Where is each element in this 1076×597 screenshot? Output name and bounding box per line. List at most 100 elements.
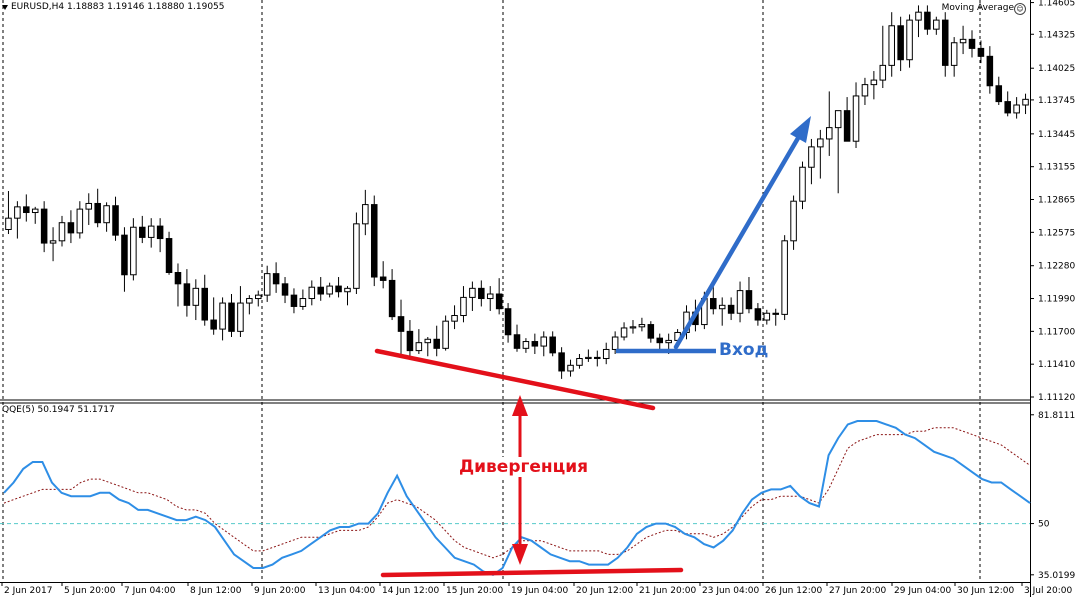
candle[interactable] bbox=[843, 97, 851, 142]
candle[interactable] bbox=[924, 5, 931, 35]
candle[interactable] bbox=[745, 277, 753, 314]
moving-average-label[interactable]: Moving Average bbox=[941, 3, 1014, 13]
candle[interactable] bbox=[906, 14, 913, 68]
candle[interactable] bbox=[790, 195, 797, 250]
candle[interactable] bbox=[406, 320, 414, 360]
candle[interactable] bbox=[772, 308, 779, 326]
candle[interactable] bbox=[442, 315, 449, 351]
candle[interactable] bbox=[888, 12, 895, 77]
candle[interactable] bbox=[5, 191, 12, 235]
candle[interactable] bbox=[451, 305, 458, 330]
candle[interactable] bbox=[495, 278, 503, 315]
candle[interactable] bbox=[326, 282, 333, 298]
candle[interactable] bbox=[388, 269, 396, 321]
candle[interactable] bbox=[736, 281, 744, 323]
candle[interactable] bbox=[825, 91, 833, 156]
candle[interactable] bbox=[754, 303, 762, 326]
candle[interactable] bbox=[817, 129, 824, 179]
candle[interactable] bbox=[353, 212, 360, 295]
candle[interactable] bbox=[23, 194, 30, 222]
candle[interactable] bbox=[281, 277, 289, 304]
candle[interactable] bbox=[40, 201, 48, 253]
candle[interactable] bbox=[272, 262, 280, 293]
candle[interactable] bbox=[139, 215, 146, 244]
candle[interactable] bbox=[290, 288, 298, 314]
smile-icon[interactable]: ☺ bbox=[1014, 3, 1026, 15]
candle[interactable] bbox=[263, 265, 271, 302]
candle[interactable] bbox=[638, 317, 646, 332]
candle[interactable] bbox=[14, 201, 21, 239]
candle[interactable] bbox=[799, 161, 806, 210]
candle[interactable] bbox=[941, 12, 949, 77]
candle[interactable] bbox=[834, 110, 842, 194]
candle[interactable] bbox=[49, 227, 57, 262]
candle[interactable] bbox=[727, 297, 735, 321]
candle[interactable] bbox=[977, 40, 985, 64]
candle[interactable] bbox=[183, 269, 191, 317]
candle[interactable] bbox=[433, 325, 440, 357]
candle[interactable] bbox=[299, 289, 307, 310]
candle[interactable] bbox=[370, 195, 378, 287]
candle[interactable] bbox=[130, 218, 137, 281]
candle[interactable] bbox=[656, 333, 664, 352]
candle[interactable] bbox=[1022, 93, 1029, 115]
candle[interactable] bbox=[237, 286, 244, 338]
candle[interactable] bbox=[210, 297, 217, 335]
candle[interactable] bbox=[255, 290, 262, 307]
candle[interactable] bbox=[335, 277, 342, 298]
candle[interactable] bbox=[879, 25, 887, 89]
candle[interactable] bbox=[1013, 97, 1020, 119]
price-divergence-line[interactable] bbox=[374, 348, 656, 411]
candle[interactable] bbox=[228, 294, 235, 338]
candle[interactable] bbox=[31, 206, 39, 224]
candle[interactable] bbox=[112, 196, 119, 241]
candle[interactable] bbox=[870, 71, 878, 100]
candle[interactable] bbox=[424, 337, 432, 357]
candle[interactable] bbox=[781, 235, 788, 321]
candle[interactable] bbox=[192, 279, 200, 321]
candle[interactable] bbox=[415, 329, 423, 354]
candle[interactable] bbox=[85, 193, 93, 225]
candle[interactable] bbox=[647, 321, 655, 343]
candle[interactable] bbox=[763, 309, 771, 325]
candle[interactable] bbox=[362, 189, 369, 236]
candle[interactable] bbox=[549, 331, 556, 357]
candle[interactable] bbox=[959, 25, 967, 55]
candle[interactable] bbox=[58, 215, 66, 247]
candle[interactable] bbox=[1004, 91, 1011, 117]
candle[interactable] bbox=[718, 297, 726, 326]
candle[interactable] bbox=[308, 280, 316, 306]
candle[interactable] bbox=[968, 30, 976, 58]
candle[interactable] bbox=[602, 342, 610, 365]
candle[interactable] bbox=[808, 138, 815, 185]
candle[interactable] bbox=[522, 338, 530, 353]
candle[interactable] bbox=[585, 349, 592, 362]
candle[interactable] bbox=[486, 286, 494, 311]
candle[interactable] bbox=[397, 299, 405, 354]
candle[interactable] bbox=[317, 277, 324, 301]
candle[interactable] bbox=[344, 286, 351, 306]
candle[interactable] bbox=[576, 353, 583, 369]
candle[interactable] bbox=[995, 76, 1003, 105]
candle[interactable] bbox=[379, 261, 387, 289]
candle[interactable] bbox=[531, 333, 539, 354]
candle[interactable] bbox=[67, 210, 75, 244]
candle[interactable] bbox=[710, 286, 717, 315]
candle[interactable] bbox=[165, 231, 173, 275]
candle[interactable] bbox=[594, 350, 601, 367]
indicator-divergence-line[interactable] bbox=[380, 567, 684, 578]
candle[interactable] bbox=[915, 5, 922, 38]
candle[interactable] bbox=[201, 274, 209, 326]
candle[interactable] bbox=[504, 303, 512, 343]
candle[interactable] bbox=[567, 359, 574, 377]
candle[interactable] bbox=[950, 37, 958, 77]
candle[interactable] bbox=[986, 46, 994, 94]
candle[interactable] bbox=[460, 286, 467, 323]
candle[interactable] bbox=[629, 320, 637, 334]
candle[interactable] bbox=[513, 324, 521, 352]
candle[interactable] bbox=[469, 281, 476, 311]
candle[interactable] bbox=[558, 347, 565, 379]
candle[interactable] bbox=[611, 331, 619, 354]
candle[interactable] bbox=[156, 218, 164, 253]
